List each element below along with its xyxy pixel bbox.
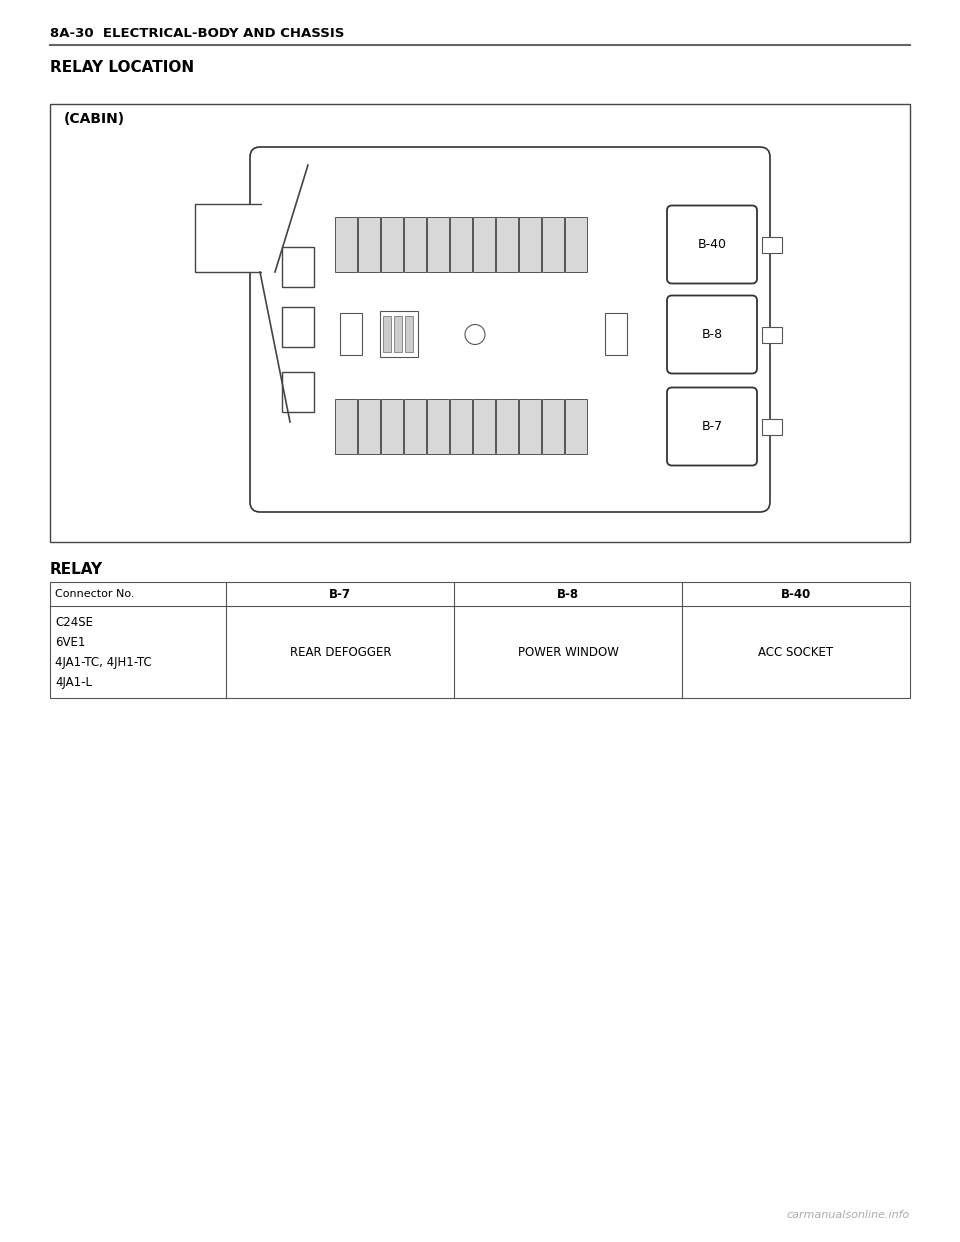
Text: RELAY LOCATION: RELAY LOCATION bbox=[50, 60, 194, 75]
Text: POWER WINDOW: POWER WINDOW bbox=[517, 646, 618, 658]
FancyBboxPatch shape bbox=[667, 205, 757, 283]
Bar bbox=[496, 399, 518, 455]
Text: 4JA1-TC, 4JH1-TC: 4JA1-TC, 4JH1-TC bbox=[55, 656, 152, 669]
Bar bbox=[282, 307, 314, 347]
Bar bbox=[565, 399, 587, 455]
Circle shape bbox=[465, 324, 485, 344]
Bar bbox=[519, 217, 541, 272]
Text: B-8: B-8 bbox=[557, 587, 579, 600]
Bar bbox=[394, 315, 402, 351]
FancyBboxPatch shape bbox=[667, 388, 757, 466]
Bar bbox=[450, 399, 472, 455]
Bar bbox=[473, 217, 495, 272]
FancyBboxPatch shape bbox=[250, 147, 770, 512]
Text: B-40: B-40 bbox=[780, 587, 811, 600]
Text: Connector No.: Connector No. bbox=[55, 589, 134, 599]
Bar bbox=[519, 399, 541, 455]
Bar bbox=[340, 313, 362, 354]
Bar bbox=[383, 315, 391, 351]
FancyBboxPatch shape bbox=[667, 296, 757, 374]
Bar bbox=[358, 217, 380, 272]
Bar bbox=[50, 104, 910, 542]
Text: 4JA1-L: 4JA1-L bbox=[55, 676, 92, 689]
Bar bbox=[380, 310, 418, 356]
Text: carmanualsonline.info: carmanualsonline.info bbox=[787, 1210, 910, 1220]
Text: B-40: B-40 bbox=[698, 238, 727, 251]
Bar bbox=[405, 315, 413, 351]
Bar bbox=[542, 217, 564, 272]
Text: B-7: B-7 bbox=[702, 420, 723, 433]
Bar bbox=[335, 217, 357, 272]
Bar bbox=[473, 399, 495, 455]
Text: ACC SOCKET: ACC SOCKET bbox=[758, 646, 833, 658]
Bar bbox=[605, 313, 627, 354]
Bar bbox=[542, 399, 564, 455]
Text: B-8: B-8 bbox=[702, 328, 723, 342]
Bar bbox=[565, 217, 587, 272]
Text: C24SE: C24SE bbox=[55, 616, 93, 628]
Bar bbox=[282, 247, 314, 287]
Bar bbox=[427, 399, 449, 455]
Bar bbox=[335, 399, 357, 455]
Bar bbox=[381, 217, 403, 272]
Bar bbox=[381, 399, 403, 455]
Bar bbox=[358, 399, 380, 455]
Text: REAR DEFOGGER: REAR DEFOGGER bbox=[290, 646, 391, 658]
Text: (CABIN): (CABIN) bbox=[64, 112, 125, 125]
Text: RELAY: RELAY bbox=[50, 561, 103, 578]
Bar bbox=[282, 373, 314, 412]
Bar bbox=[762, 327, 782, 343]
Text: B-7: B-7 bbox=[329, 587, 351, 600]
Bar bbox=[195, 204, 275, 272]
Bar bbox=[762, 236, 782, 252]
Bar bbox=[404, 217, 426, 272]
Bar bbox=[427, 217, 449, 272]
Bar bbox=[496, 217, 518, 272]
Bar bbox=[450, 217, 472, 272]
Text: 8A-30  ELECTRICAL-BODY AND CHASSIS: 8A-30 ELECTRICAL-BODY AND CHASSIS bbox=[50, 27, 345, 40]
Polygon shape bbox=[262, 159, 320, 501]
Text: 6VE1: 6VE1 bbox=[55, 636, 85, 650]
Bar bbox=[762, 419, 782, 435]
Bar bbox=[404, 399, 426, 455]
Bar bbox=[50, 582, 910, 698]
